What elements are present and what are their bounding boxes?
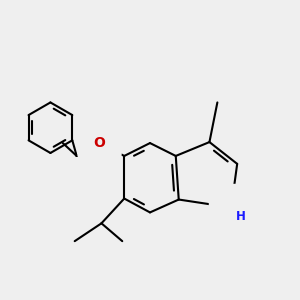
Text: N: N bbox=[225, 200, 237, 214]
Text: H: H bbox=[236, 210, 246, 223]
Text: O: O bbox=[94, 136, 105, 150]
